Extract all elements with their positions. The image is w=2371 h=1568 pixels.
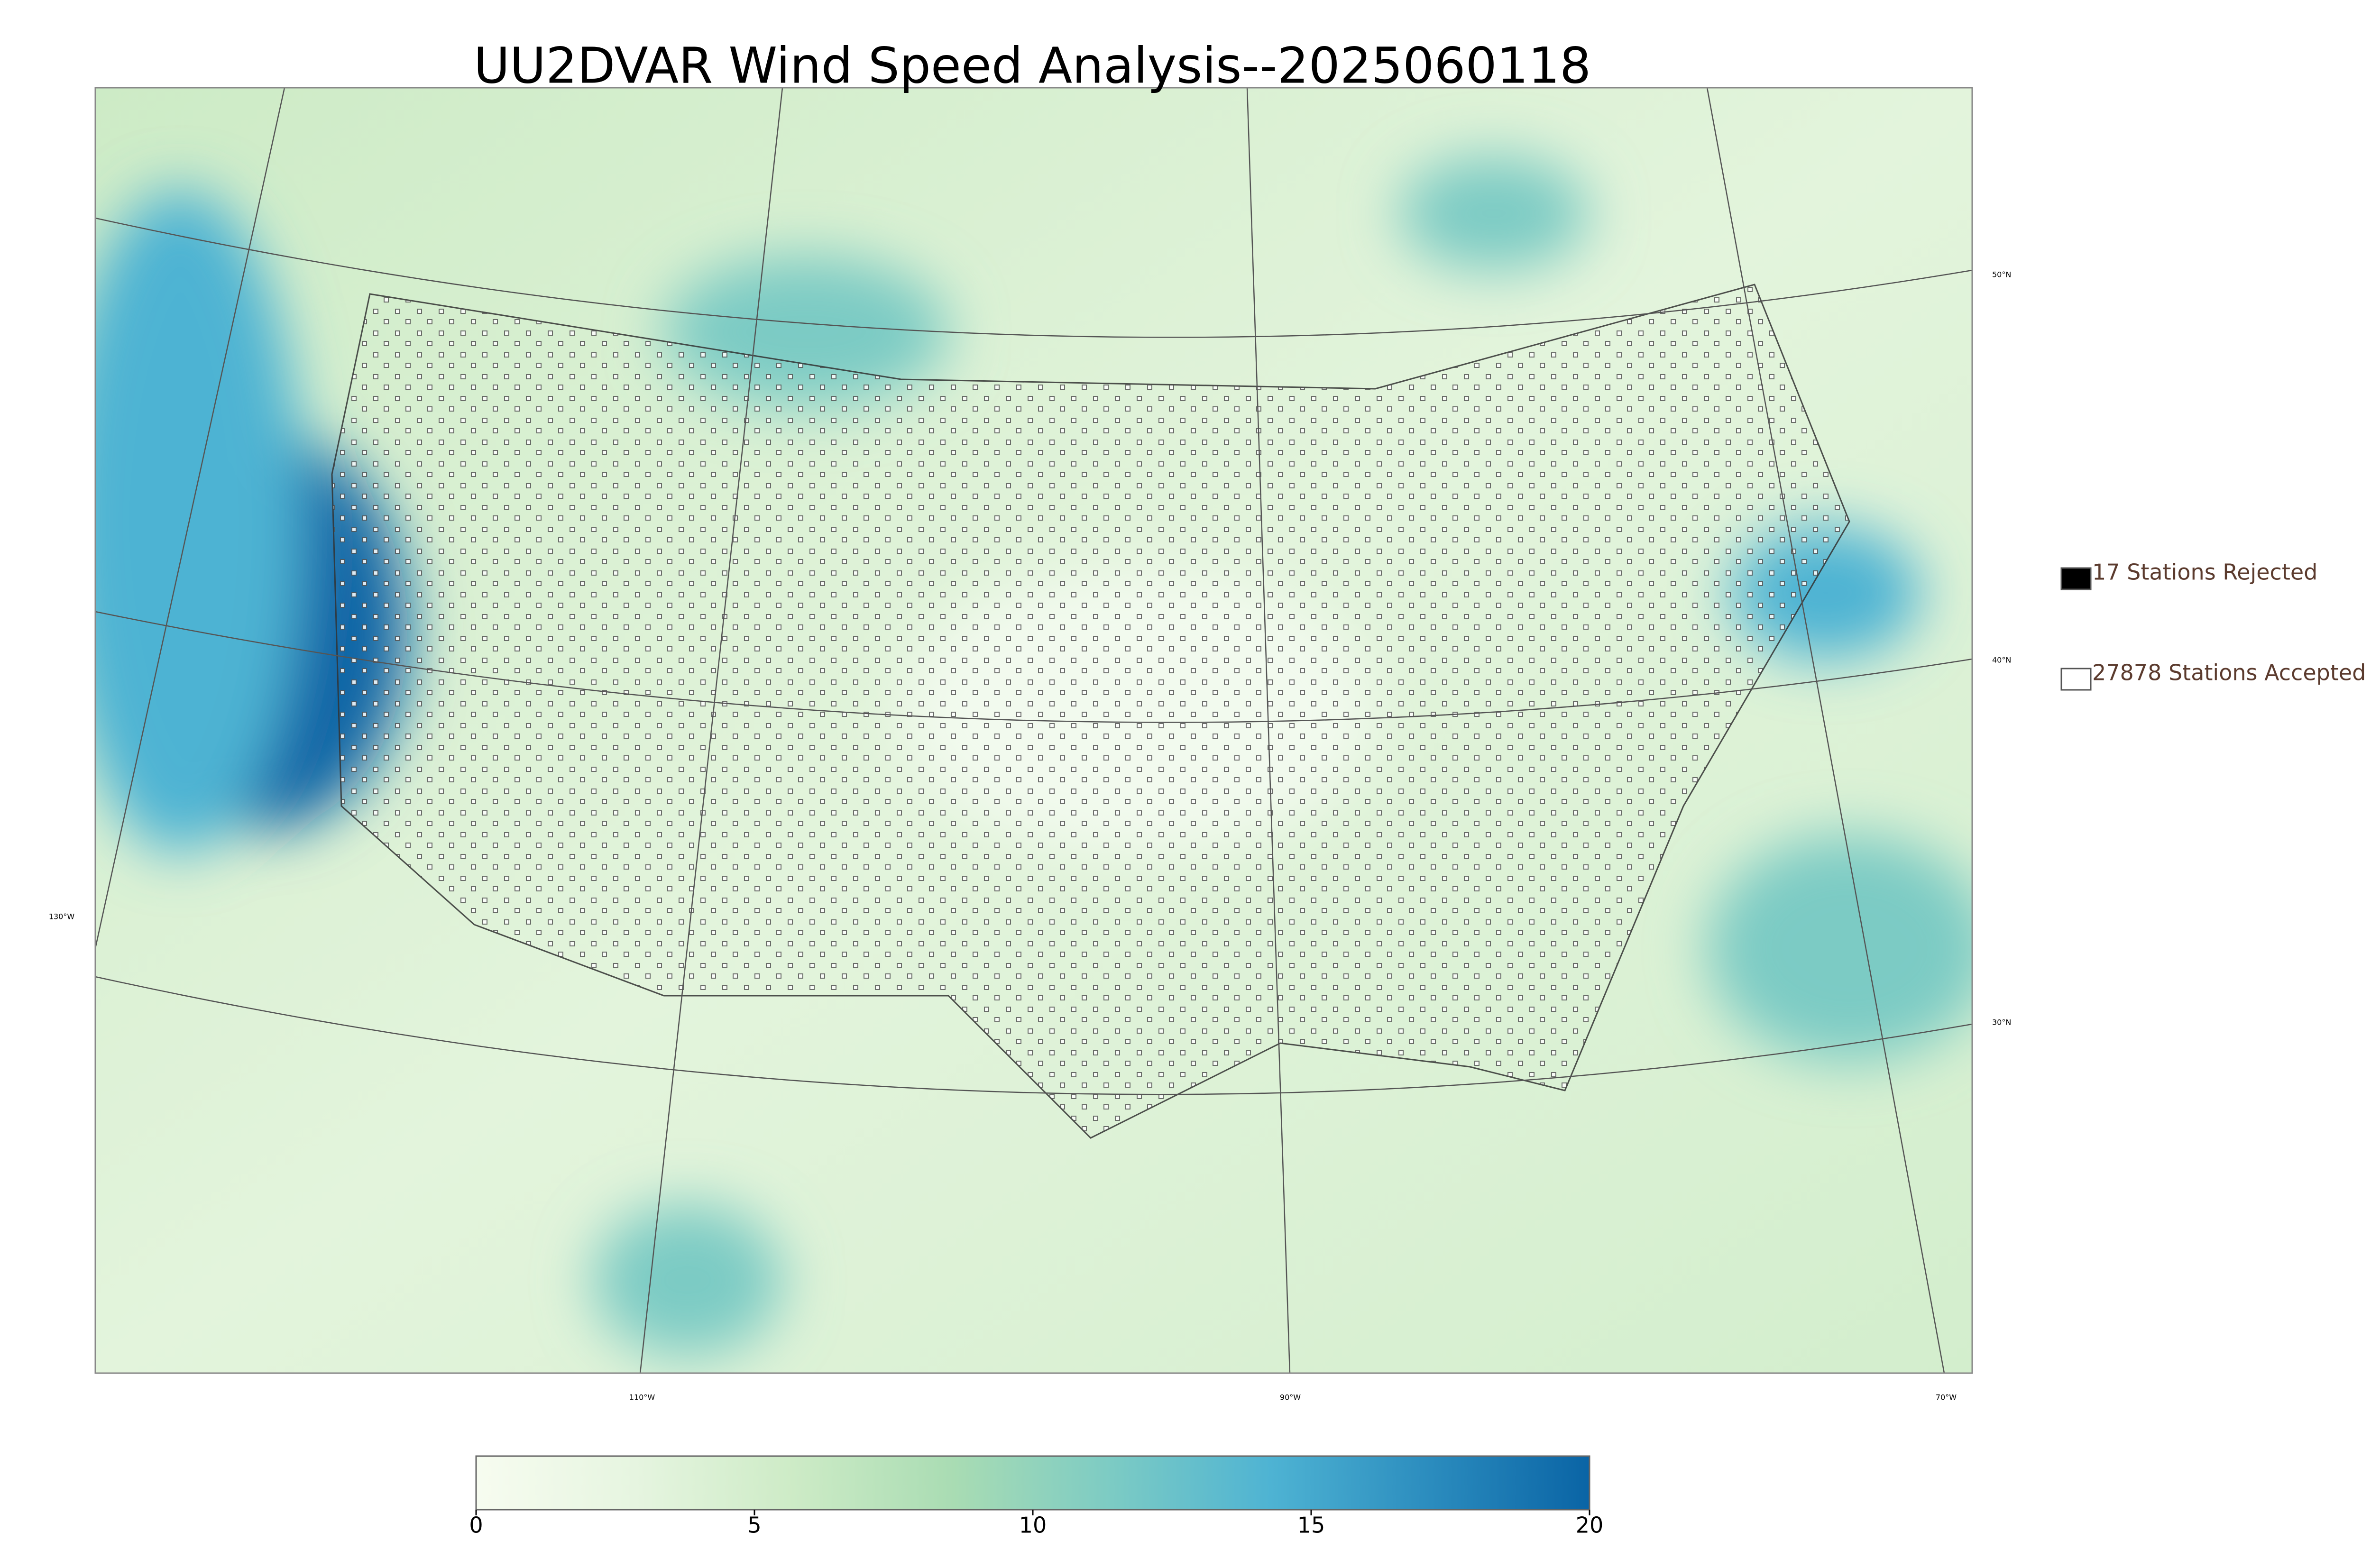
colorbar-scale: [475, 1455, 1590, 1511]
legend-swatch: [2060, 668, 2092, 691]
lon-label: 70°W: [1936, 1393, 1957, 1402]
lat-label: 30°N: [1992, 1018, 2011, 1027]
graticule-labels: 50°N 40°N 30°N 130°W 110°W 90°W 70°W: [49, 270, 2012, 1402]
colorbar: 0 5 10 15 20: [469, 1455, 1604, 1538]
legend-swatch: [2060, 567, 2092, 590]
colorbar-tick-label: 15: [1297, 1513, 1325, 1538]
title: UU2DVAR Wind Speed Analysis--2025060118: [474, 37, 1591, 94]
lon-label: 110°W: [629, 1393, 655, 1402]
legend-label: 17 Stations Rejected: [2092, 559, 2317, 585]
graticule: [95, 88, 1972, 1373]
lon-label: 130°W: [49, 912, 75, 921]
wind-field: [95, 156, 1972, 1356]
map-frame: [94, 87, 1973, 1374]
lat-label: 40°N: [1992, 656, 2011, 665]
colorbar-tick-label: 10: [1019, 1513, 1047, 1538]
lon-label: 90°W: [1280, 1393, 1301, 1402]
legend-label: 27878 Stations Accepted: [2092, 660, 2366, 686]
legend: 17 Stations Rejected 27878 Stations Accep…: [2060, 559, 2366, 691]
colorbar-tick-label: 5: [747, 1513, 761, 1538]
map: [95, 88, 1972, 1373]
colorbar-tick-label: 0: [469, 1513, 483, 1538]
colorbar-tick-label: 20: [1576, 1513, 1604, 1538]
lat-label: 50°N: [1992, 270, 2011, 279]
conus-stations: [331, 284, 1850, 1139]
